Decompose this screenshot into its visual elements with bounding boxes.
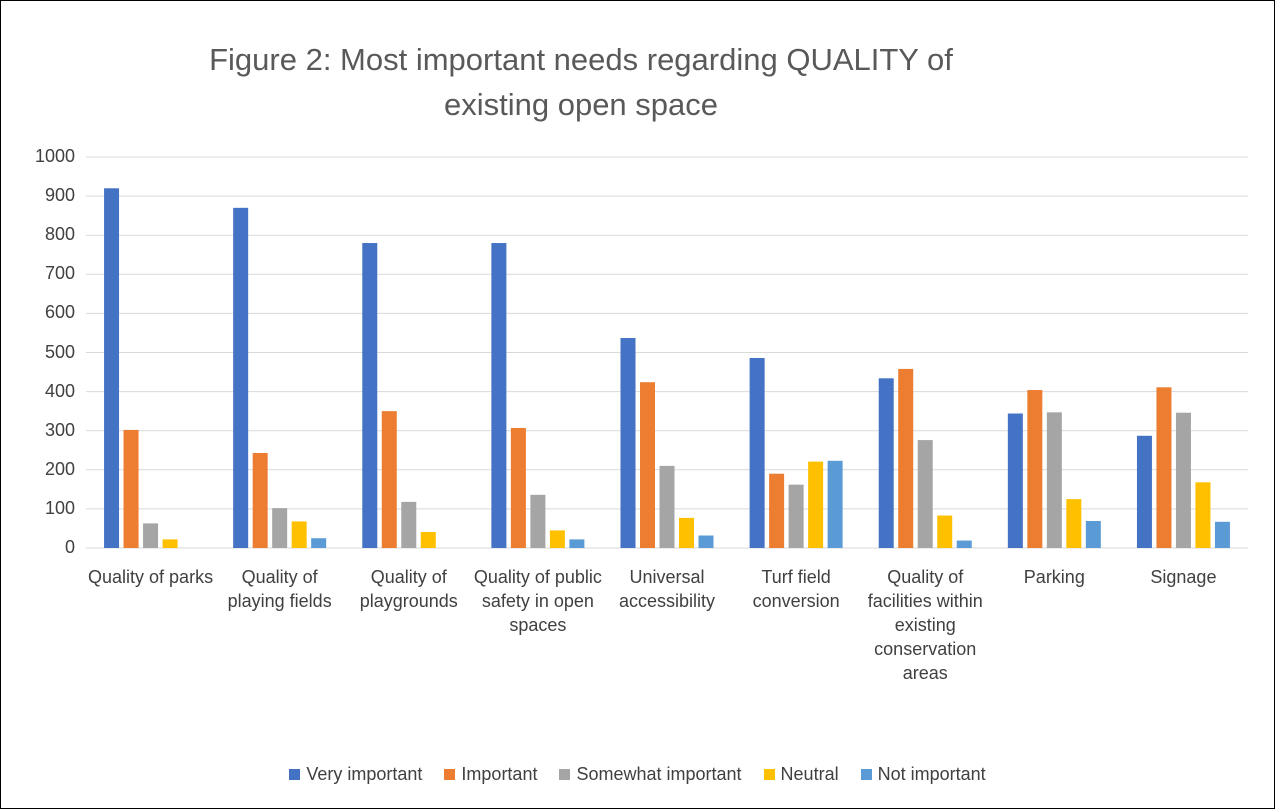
bar xyxy=(569,539,585,548)
bar xyxy=(937,515,953,548)
bar xyxy=(311,538,327,548)
bar xyxy=(1156,387,1172,548)
y-tick-label: 600 xyxy=(44,302,75,323)
y-tick-label: 800 xyxy=(44,224,75,245)
y-tick-label: 500 xyxy=(44,341,75,362)
bar xyxy=(1046,412,1062,548)
bar xyxy=(104,188,120,548)
legend-swatch xyxy=(444,769,456,780)
bar xyxy=(233,207,249,548)
bar xyxy=(620,338,636,548)
bar xyxy=(291,521,307,548)
bar xyxy=(272,508,288,548)
x-tick-label: Parking xyxy=(1023,567,1085,587)
legend-item: Very important xyxy=(289,764,422,785)
bar xyxy=(123,429,139,548)
x-tick-label: Quality of facilities within existing co… xyxy=(867,567,983,683)
y-tick-label: 900 xyxy=(44,185,75,206)
bar xyxy=(1136,435,1152,548)
legend-item: Important xyxy=(444,764,537,785)
y-tick-label: 400 xyxy=(44,380,75,401)
legend-swatch xyxy=(289,769,301,780)
bar xyxy=(510,427,526,548)
chart-title: Figure 2: Most important needs regarding… xyxy=(209,42,953,122)
y-tick-label: 100 xyxy=(44,497,75,518)
legend-item: Neutral xyxy=(763,764,839,785)
legend-item: Not important xyxy=(860,764,986,785)
y-tick-label: 1000 xyxy=(34,146,75,166)
bar xyxy=(491,243,507,548)
x-tick-label: Signage xyxy=(1150,567,1217,587)
bar xyxy=(898,368,914,548)
bar xyxy=(381,411,397,548)
bar xyxy=(1007,413,1023,548)
bar xyxy=(401,501,417,548)
bar xyxy=(362,243,378,548)
bar xyxy=(1085,521,1101,548)
bar xyxy=(1214,521,1230,548)
bar xyxy=(143,523,159,548)
bar xyxy=(1175,412,1191,548)
bar xyxy=(749,357,765,548)
bar xyxy=(640,382,655,548)
bar xyxy=(878,378,894,548)
legend: Very important Important Somewhat importan… xyxy=(1,764,1274,785)
bar xyxy=(827,460,843,548)
legend-item: Somewhat important xyxy=(559,764,742,785)
legend-label: Not important xyxy=(877,764,986,784)
legend-label: Important xyxy=(461,764,538,784)
legend-label: Very important xyxy=(306,764,423,784)
bar xyxy=(769,473,785,548)
bar xyxy=(1195,482,1211,548)
bar xyxy=(698,535,714,548)
x-tick-label: Universal accessibility xyxy=(618,567,715,611)
legend-swatch xyxy=(860,769,872,780)
bar xyxy=(1027,390,1043,548)
legend-swatch xyxy=(763,769,775,780)
bar xyxy=(956,540,972,548)
legend-label: Neutral xyxy=(780,764,839,784)
bar xyxy=(679,517,694,548)
bar xyxy=(659,465,675,548)
bar xyxy=(252,452,268,548)
bar xyxy=(530,494,546,548)
y-tick-label: 0 xyxy=(64,537,75,557)
x-tick-label: Turf field conversion xyxy=(752,567,840,611)
bar xyxy=(420,531,436,548)
bar xyxy=(917,440,933,548)
bar xyxy=(788,484,804,548)
x-tick-label: Quality of playgrounds xyxy=(359,567,458,611)
legend-label: Somewhat important xyxy=(576,764,742,784)
x-tick-label: Quality of playing fields xyxy=(227,567,332,611)
bar xyxy=(549,530,565,548)
bar xyxy=(808,461,824,548)
x-tick-label: Quality of parks xyxy=(88,567,214,587)
y-tick-label: 300 xyxy=(44,419,75,440)
bar xyxy=(1066,499,1082,548)
x-tick-label: Quality of public safety in open spaces xyxy=(473,567,602,635)
y-tick-label: 700 xyxy=(44,263,75,284)
bar xyxy=(162,539,178,548)
legend-swatch xyxy=(559,769,571,780)
y-tick-label: 200 xyxy=(44,458,75,479)
